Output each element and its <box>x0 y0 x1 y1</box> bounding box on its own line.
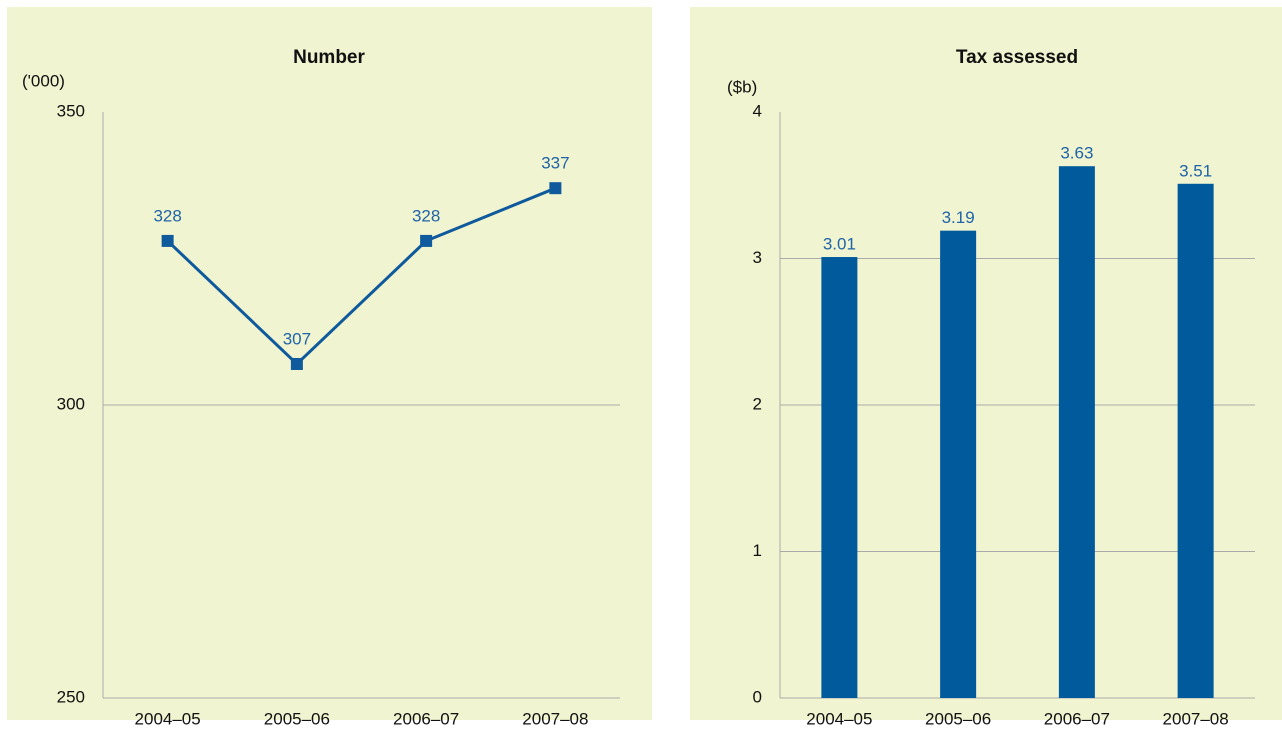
chart-title: Number <box>293 47 365 68</box>
value-label: 3.01 <box>823 235 856 254</box>
value-label: 307 <box>283 329 311 348</box>
bar <box>940 230 977 699</box>
y-tick-label: 0 <box>753 687 762 706</box>
value-label: 337 <box>541 154 569 173</box>
panel <box>7 7 652 720</box>
y-tick-label: 1 <box>753 541 762 560</box>
y-tick-label: 3 <box>753 248 762 267</box>
x-tick-label: 2006–07 <box>1044 709 1110 728</box>
y-tick-label: 4 <box>753 101 762 120</box>
bar <box>821 257 858 698</box>
marker <box>420 234 433 247</box>
x-tick-label: 2006–07 <box>393 709 459 728</box>
x-tick-label: 2007–08 <box>1163 709 1229 728</box>
y-tick-label: 250 <box>57 687 85 706</box>
y-tick-label: 350 <box>57 101 85 120</box>
x-tick-label: 2004–05 <box>806 709 872 728</box>
marker <box>290 357 303 370</box>
y-tick-label: 300 <box>57 394 85 413</box>
x-tick-label: 2007–08 <box>522 709 588 728</box>
chart-title: Tax assessed <box>956 47 1078 68</box>
value-label: 3.63 <box>1060 144 1093 163</box>
value-label: 3.19 <box>942 208 975 227</box>
line <box>166 186 556 367</box>
x-tick-label: 2004–05 <box>135 709 201 728</box>
value-label: 328 <box>153 206 181 225</box>
bar <box>1177 183 1214 698</box>
x-tick-label: 2005–06 <box>264 709 330 728</box>
axis-unit: ($b) <box>727 77 757 96</box>
axis-unit: ('000) <box>22 71 65 90</box>
y-tick-label: 2 <box>753 394 762 413</box>
value-label: 3.51 <box>1179 161 1212 180</box>
x-tick-label: 2005–06 <box>925 709 991 728</box>
marker <box>161 234 174 247</box>
bar <box>1058 166 1095 698</box>
value-label: 328 <box>412 206 440 225</box>
marker <box>549 182 562 195</box>
